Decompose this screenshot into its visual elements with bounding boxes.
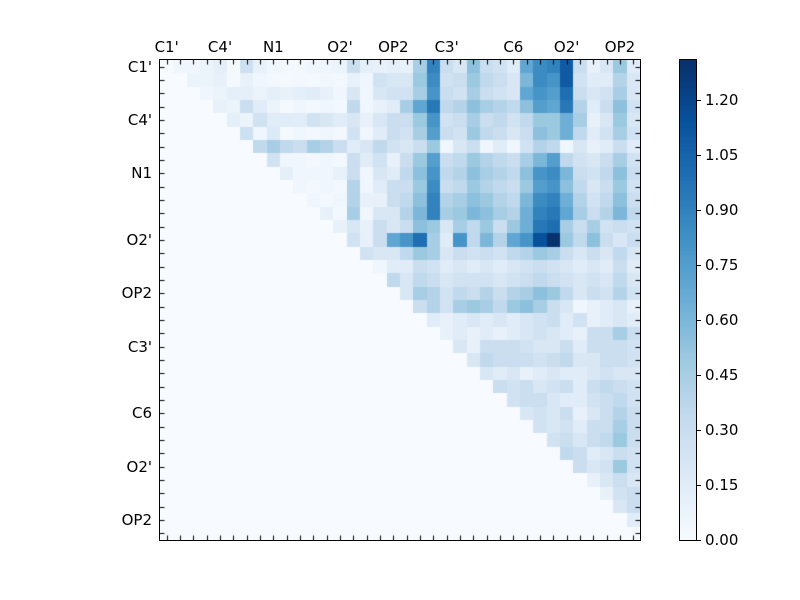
colorbar-tick-label: 1.05 (705, 146, 739, 165)
heatmap-plot-area (159, 59, 641, 541)
colorbar-tick-label: 0.15 (705, 476, 739, 495)
x-tick-label: C4' (207, 38, 233, 56)
x-tick-label: O2' (327, 38, 353, 56)
y-tick-label: OP2 (121, 284, 152, 303)
y-tick-label: O2' (126, 457, 152, 476)
colorbar-tick-label: 0.90 (705, 201, 739, 220)
y-tick-label: OP2 (121, 511, 152, 529)
colorbar-tick (697, 430, 701, 431)
colorbar-tick-label: 1.20 (705, 91, 739, 110)
colorbar-tick (697, 375, 701, 376)
x-tick-label: C1' (154, 38, 179, 56)
x-tick-label: O2' (553, 38, 580, 56)
colorbar-tick (697, 485, 701, 486)
y-tick-label: C1' (127, 57, 152, 76)
y-tick-label: C6 (131, 404, 152, 423)
y-tick-label: C3' (127, 337, 152, 356)
y-tick-label: O2' (126, 231, 152, 249)
colorbar-tick-label: 0.75 (705, 256, 739, 275)
x-tick-label: OP2 (604, 38, 636, 56)
colorbar (679, 59, 697, 541)
colorbar-tick (697, 210, 701, 211)
colorbar-tick (697, 540, 701, 541)
y-tick-label: C4' (127, 111, 152, 129)
heatmap-canvas (160, 60, 640, 540)
colorbar-tick-label: 0.60 (705, 311, 739, 330)
x-tick-label: OP2 (378, 38, 409, 56)
x-tick-label: C3' (434, 38, 459, 56)
x-tick-label: C6 (503, 38, 524, 56)
colorbar-tick-label: 0.45 (705, 366, 739, 385)
colorbar-tick (697, 155, 701, 156)
colorbar-gradient-canvas (680, 60, 696, 540)
x-tick-label: N1 (262, 38, 284, 56)
y-tick-label: N1 (131, 164, 152, 183)
colorbar-tick-label: 0.30 (705, 421, 739, 440)
colorbar-tick (697, 100, 701, 101)
colorbar-tick (697, 320, 701, 321)
colorbar-tick-label: 0.00 (705, 531, 739, 549)
colorbar-tick (697, 265, 701, 266)
